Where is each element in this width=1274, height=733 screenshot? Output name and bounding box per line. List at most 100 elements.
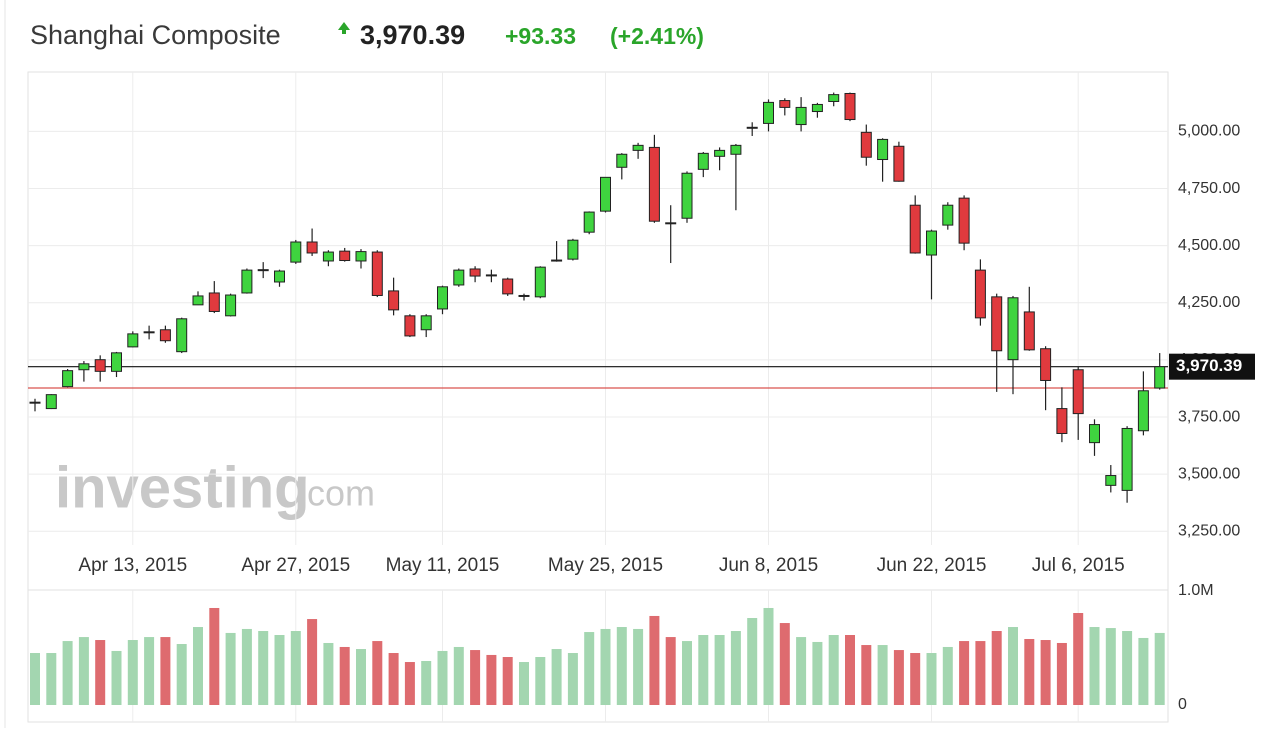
candle-body — [404, 315, 416, 337]
chart-title: Shanghai Composite — [30, 20, 281, 50]
volume-bar — [600, 628, 611, 705]
y-tick-label: 5,000.00 — [1178, 123, 1240, 140]
candle-body — [958, 197, 970, 244]
volume-bar — [78, 637, 89, 705]
volume-bar — [877, 645, 888, 705]
volume-bar — [404, 662, 415, 705]
volume-bar — [942, 646, 953, 705]
volume-bar — [1040, 640, 1051, 705]
candle-body — [1089, 424, 1100, 444]
candle-body — [583, 211, 595, 233]
y-tick-label: 4,750.00 — [1178, 180, 1240, 197]
watermark-brand: investing — [55, 455, 310, 520]
candle-body — [241, 269, 253, 294]
volume-bar — [567, 653, 578, 705]
candle-body — [45, 394, 57, 410]
candle-body — [290, 241, 302, 263]
candle-body — [795, 106, 807, 126]
candle-body — [257, 269, 269, 272]
candle-body — [681, 172, 693, 219]
volume-bar — [453, 646, 464, 705]
volume-bar — [616, 627, 627, 705]
volume-bar — [160, 637, 171, 705]
volume-bar — [437, 650, 448, 705]
volume-bar — [763, 607, 774, 705]
change: +93.33 — [505, 23, 576, 49]
candle-body — [62, 370, 74, 388]
candle-body — [1072, 369, 1084, 415]
volume-panel — [27, 589, 1169, 723]
volume-bar — [730, 631, 741, 705]
x-tick-label: May 25, 2015 — [548, 555, 663, 576]
volume-bar — [682, 641, 692, 705]
volume-bar — [519, 662, 529, 705]
volume-bar — [747, 618, 758, 705]
volume-bar — [1073, 613, 1084, 705]
candle-body — [127, 333, 139, 348]
candle-body — [355, 251, 367, 262]
x-tick-label: Jul 6, 2015 — [1032, 555, 1125, 576]
volume-bar — [1122, 631, 1133, 705]
volume-bar — [861, 645, 872, 705]
candle-body — [111, 352, 122, 372]
volume-bar — [323, 642, 334, 705]
volume-bar — [144, 637, 155, 705]
volume-bar — [127, 640, 138, 705]
candle-body — [453, 269, 465, 286]
candle-body — [632, 144, 644, 151]
candle-body — [143, 331, 155, 334]
candle-body — [1154, 366, 1166, 389]
volume-bar — [910, 653, 921, 705]
x-tick-label: Jun 8, 2015 — [719, 555, 818, 576]
candle-body — [502, 278, 514, 295]
candle-body — [1040, 348, 1052, 381]
volume-bar — [584, 632, 595, 705]
volume-bar — [714, 635, 725, 705]
candle-body — [437, 286, 448, 310]
volume-bar — [779, 623, 790, 705]
candle-body — [616, 153, 628, 168]
volume-bar — [665, 637, 676, 705]
volume-bar — [307, 619, 318, 705]
candle-body — [860, 131, 872, 158]
volume-bar — [1154, 632, 1165, 705]
volume-bar — [62, 641, 73, 705]
candle-body — [176, 318, 188, 353]
volume-bar — [258, 631, 269, 705]
volume-bar — [1008, 627, 1018, 705]
candle-body — [371, 251, 383, 296]
volume-bar — [421, 660, 432, 705]
candle-body — [485, 274, 497, 277]
volume-bar — [388, 653, 399, 705]
candle-body — [469, 268, 481, 277]
volume-bar — [46, 653, 57, 705]
candle-body — [1121, 427, 1133, 491]
volume-bar — [975, 641, 986, 705]
volume-bar — [649, 615, 660, 705]
volume-bar — [486, 654, 497, 705]
y-tick-label: 3,250.00 — [1178, 523, 1240, 540]
volume-bar — [193, 627, 203, 705]
candle-body — [926, 230, 937, 256]
candle-body — [29, 401, 41, 404]
candle-body — [551, 259, 563, 262]
volume-bar — [1024, 638, 1035, 705]
watermark-suffix: .com — [297, 473, 375, 514]
candle-body — [420, 315, 432, 331]
volume-bar — [470, 650, 481, 705]
volume-bar — [209, 607, 220, 705]
volume-tick-label: 0 — [1178, 696, 1187, 713]
candle-body — [893, 145, 905, 182]
candle-body — [991, 296, 1003, 352]
volume-bar — [959, 641, 970, 705]
volume-bar — [796, 637, 807, 705]
volume-bar — [95, 640, 106, 705]
candle-body — [322, 251, 334, 262]
last-price-box — [1169, 353, 1255, 380]
volume-bar — [1105, 628, 1116, 705]
candle-body — [844, 92, 856, 121]
y-tick-label: 4,250.00 — [1178, 294, 1240, 311]
candle-body — [567, 239, 579, 260]
